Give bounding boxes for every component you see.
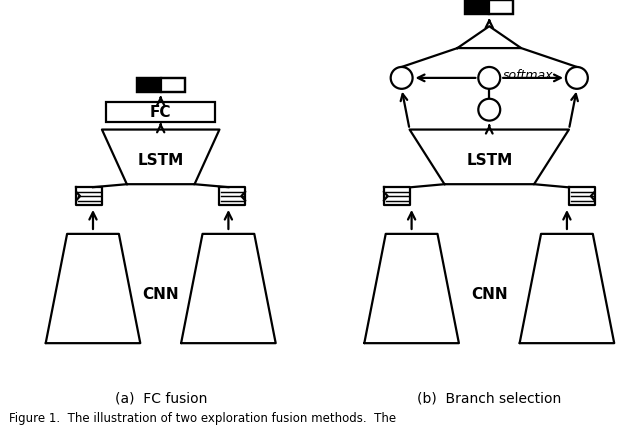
Text: LSTM: LSTM [138,153,184,168]
Bar [137,79,184,92]
Circle shape [566,68,588,89]
Text: (a)  FC fusion: (a) FC fusion [115,391,207,405]
Text: (b)  Branch selection: (b) Branch selection [417,391,561,405]
Circle shape [390,68,413,89]
Text: FC: FC [150,105,172,120]
Text: Figure 1.  The illustration of two exploration fusion methods.  The: Figure 1. The illustration of two explor… [10,411,396,424]
Bar [137,79,161,92]
Circle shape [478,68,500,89]
Bar [489,1,513,15]
Bar [465,1,513,15]
Bar [106,102,216,122]
Bar [161,79,184,92]
Text: CNN: CNN [471,287,508,302]
Text: softmax: softmax [503,69,554,82]
Circle shape [478,99,500,121]
Text: LSTM: LSTM [466,153,513,168]
Bar [465,1,489,15]
Text: CNN: CNN [142,287,179,302]
